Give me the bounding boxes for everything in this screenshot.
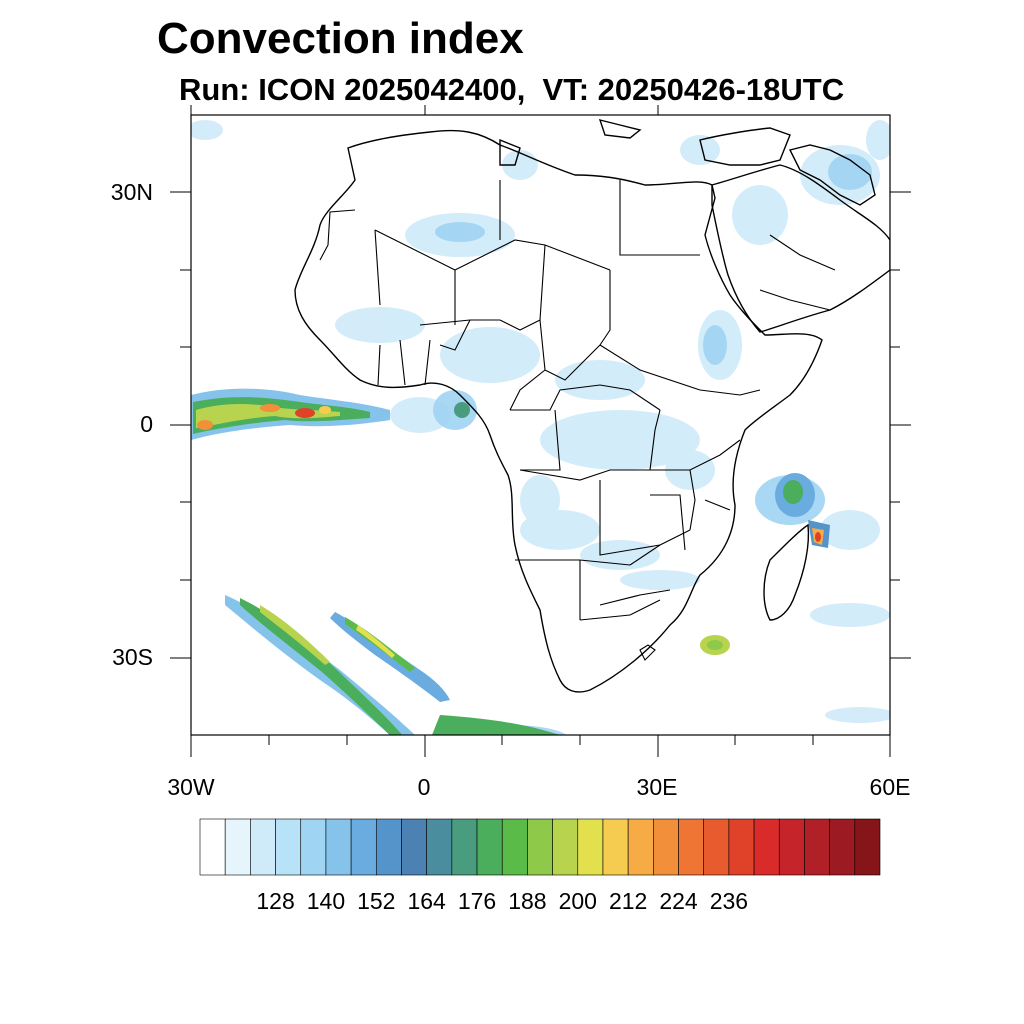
colorbar-swatch bbox=[199, 818, 226, 876]
colorbar-label: 200 bbox=[558, 888, 597, 914]
colorbar-swatch bbox=[300, 818, 327, 876]
colorbar-swatch bbox=[602, 818, 629, 876]
colorbar-label: 236 bbox=[709, 888, 749, 914]
colorbar-swatch bbox=[501, 818, 528, 876]
colorbar-swatch bbox=[703, 818, 730, 876]
colorbar-swatch bbox=[728, 818, 755, 876]
convection-field bbox=[191, 120, 890, 735]
map-ticks bbox=[170, 105, 911, 757]
colorbar-label: 164 bbox=[407, 888, 446, 914]
colorbar-swatch bbox=[829, 818, 856, 876]
colorbar-swatch bbox=[451, 818, 478, 876]
colorbar-swatch bbox=[350, 818, 377, 876]
colorbar-label: 224 bbox=[659, 888, 698, 914]
map-subtitle: Run: ICON 2025042400, VT: 20250426-18UTC bbox=[179, 72, 845, 107]
colorbar-swatch bbox=[275, 818, 302, 876]
longitude-label: 30E bbox=[636, 774, 678, 800]
colorbar-swatch bbox=[678, 818, 705, 876]
coastlines bbox=[294, 119, 890, 693]
colorbar-swatch bbox=[753, 818, 780, 876]
colorbar-label: 128 bbox=[256, 888, 295, 914]
colorbar-swatch bbox=[325, 818, 352, 876]
colorbar-swatch bbox=[627, 818, 654, 876]
latitude-label: 30S bbox=[112, 643, 153, 670]
colorbar-swatch bbox=[426, 818, 453, 876]
colorbar-swatch bbox=[804, 818, 830, 876]
longitude-label: 0 bbox=[417, 774, 431, 800]
colorbar-swatch bbox=[854, 818, 881, 876]
colorbar-swatch bbox=[401, 818, 427, 876]
latitude-label: 30N bbox=[110, 178, 153, 205]
colorbar-label: 152 bbox=[357, 888, 396, 914]
colorbar bbox=[199, 818, 881, 876]
map-title: Convection index bbox=[157, 14, 524, 63]
colorbar-swatch bbox=[527, 818, 553, 876]
colorbar-label: 212 bbox=[608, 888, 648, 914]
colorbar-swatch bbox=[778, 818, 805, 876]
colorbar-swatch bbox=[476, 818, 503, 876]
colorbar-label: 176 bbox=[457, 888, 497, 914]
colorbar-swatch bbox=[250, 818, 276, 876]
colorbar-label: 188 bbox=[508, 888, 547, 914]
colorbar-swatch bbox=[224, 818, 251, 876]
latitude-label: 0 bbox=[140, 411, 153, 437]
colorbar-swatch bbox=[375, 818, 402, 876]
colorbar-swatch bbox=[577, 818, 604, 876]
colorbar-swatch bbox=[653, 818, 679, 876]
colorbar-label: 140 bbox=[306, 888, 346, 914]
country-borders bbox=[319, 180, 836, 661]
longitude-label: 30W bbox=[167, 774, 215, 800]
colorbar-swatch bbox=[552, 818, 579, 876]
longitude-label: 60E bbox=[869, 774, 911, 800]
